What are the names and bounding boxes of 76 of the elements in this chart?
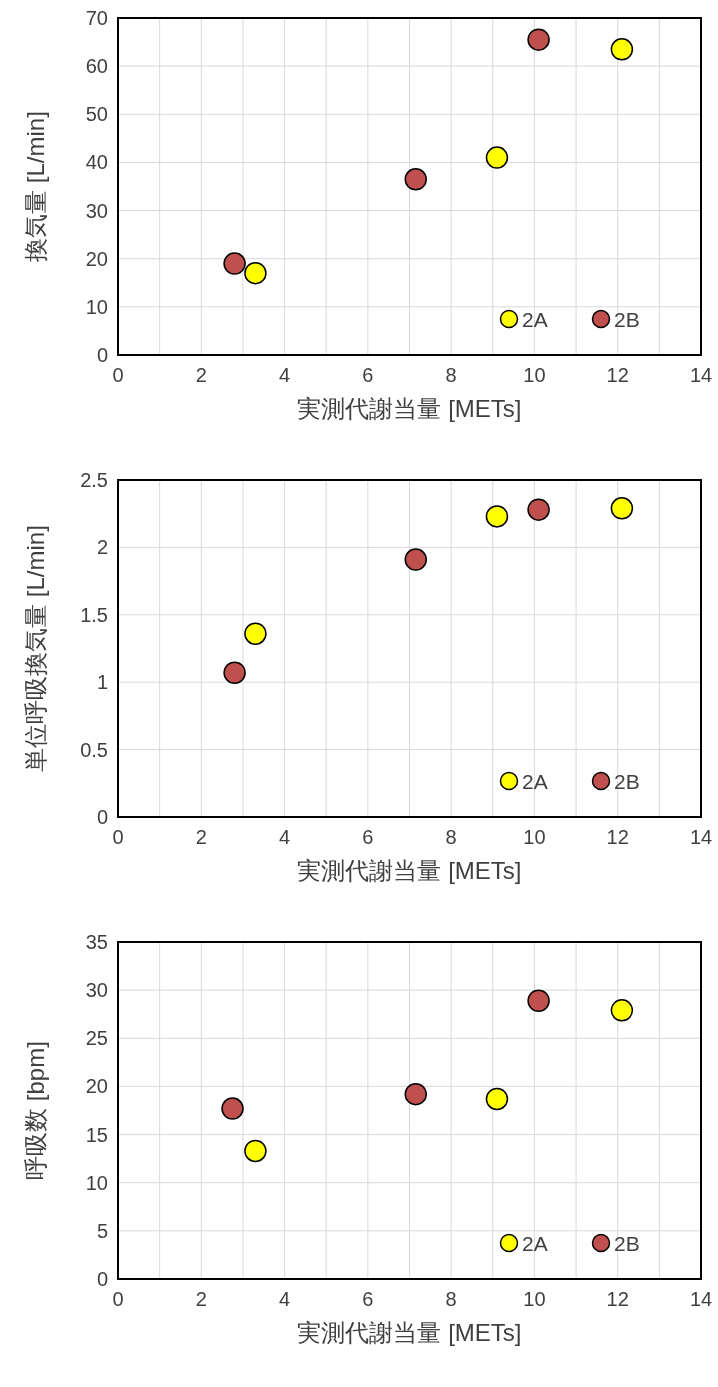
y-tick-label: 2.5	[80, 469, 108, 491]
legend-label: 2B	[614, 770, 640, 793]
y-tick-label: 10	[85, 1171, 108, 1194]
y-tick-label: 0.5	[80, 738, 108, 761]
point	[404, 1082, 427, 1106]
y-tick-label: 2	[96, 536, 108, 559]
point	[485, 1087, 509, 1111]
x-tick-label: 14	[689, 364, 713, 386]
point	[527, 498, 550, 521]
y-tick-label: 30	[85, 979, 108, 1002]
x-tick-label: 14	[689, 1288, 713, 1310]
x-tick-label: 10	[523, 1288, 546, 1310]
x-axis-title: 実測代謝当量 [METs]	[297, 1319, 522, 1346]
point	[485, 505, 509, 528]
x-tick-label: 6	[362, 364, 374, 386]
y-tick-label: 40	[85, 151, 108, 174]
point	[610, 497, 634, 520]
x-tick-label: 10	[523, 364, 546, 386]
y-tick-label: 0	[96, 344, 108, 366]
legend-label: 2B	[614, 1232, 640, 1255]
y-tick-label: 1	[96, 671, 108, 694]
point	[244, 622, 267, 645]
x-tick-label: 4	[279, 826, 291, 848]
point	[527, 989, 550, 1012]
y-tick-label: 30	[85, 199, 108, 222]
x-tick-label: 2	[195, 364, 207, 386]
point	[244, 1139, 267, 1163]
y-tick-label: 70	[85, 7, 108, 29]
legend-label: 2A	[522, 1232, 548, 1255]
x-tick-label: 8	[445, 826, 457, 848]
point	[404, 168, 427, 191]
y-axis-title: 換気量 [L/min]	[22, 111, 49, 262]
x-tick-label: 8	[445, 1288, 457, 1310]
x-tick-label: 2	[195, 826, 207, 848]
x-tick-label: 2	[195, 1288, 207, 1310]
point	[404, 548, 427, 571]
y-tick-label: 35	[85, 931, 108, 953]
point	[223, 661, 246, 685]
x-tick-label: 0	[112, 1288, 124, 1310]
y-tick-label: 0	[96, 806, 108, 828]
point	[221, 1097, 244, 1120]
y-tick-label: 20	[85, 1075, 108, 1098]
y-tick-label: 60	[85, 55, 108, 78]
x-tick-label: 8	[445, 364, 457, 386]
x-tick-label: 6	[362, 826, 374, 848]
y-tick-label: 0	[96, 1268, 108, 1290]
x-tick-label: 10	[523, 826, 546, 848]
legend-label: 2B	[614, 308, 640, 331]
point	[223, 252, 246, 275]
legend-label: 2A	[522, 770, 548, 793]
x-tick-label: 12	[606, 826, 629, 848]
y-tick-label: 10	[85, 295, 108, 318]
y-tick-label: 25	[85, 1027, 108, 1050]
x-tick-label: 14	[689, 826, 713, 848]
point	[244, 261, 267, 285]
point	[527, 28, 550, 51]
legend-label: 2A	[522, 308, 548, 331]
x-axis-title: 実測代謝当量 [METs]	[297, 857, 522, 884]
x-tick-label: 4	[279, 364, 291, 386]
x-tick-label: 4	[279, 1288, 291, 1310]
x-tick-label: 12	[606, 364, 629, 386]
x-tick-label: 6	[362, 1288, 374, 1310]
point	[610, 999, 634, 1022]
y-tick-label: 20	[85, 247, 108, 270]
y-axis-title: 単位呼吸換気量 [L/min]	[22, 525, 49, 772]
x-tick-label: 0	[112, 364, 124, 386]
y-axis-title: 呼吸数 [bpm]	[22, 1041, 49, 1180]
x-axis-title: 実測代謝当量 [METs]	[297, 395, 522, 422]
point	[610, 38, 634, 61]
y-tick-label: 15	[85, 1123, 108, 1146]
y-tick-label: 1.5	[80, 603, 108, 626]
y-tick-label: 50	[85, 103, 108, 126]
x-tick-label: 12	[606, 1288, 629, 1310]
point	[485, 146, 509, 169]
y-tick-label: 5	[96, 1219, 108, 1242]
x-tick-label: 0	[112, 826, 124, 848]
